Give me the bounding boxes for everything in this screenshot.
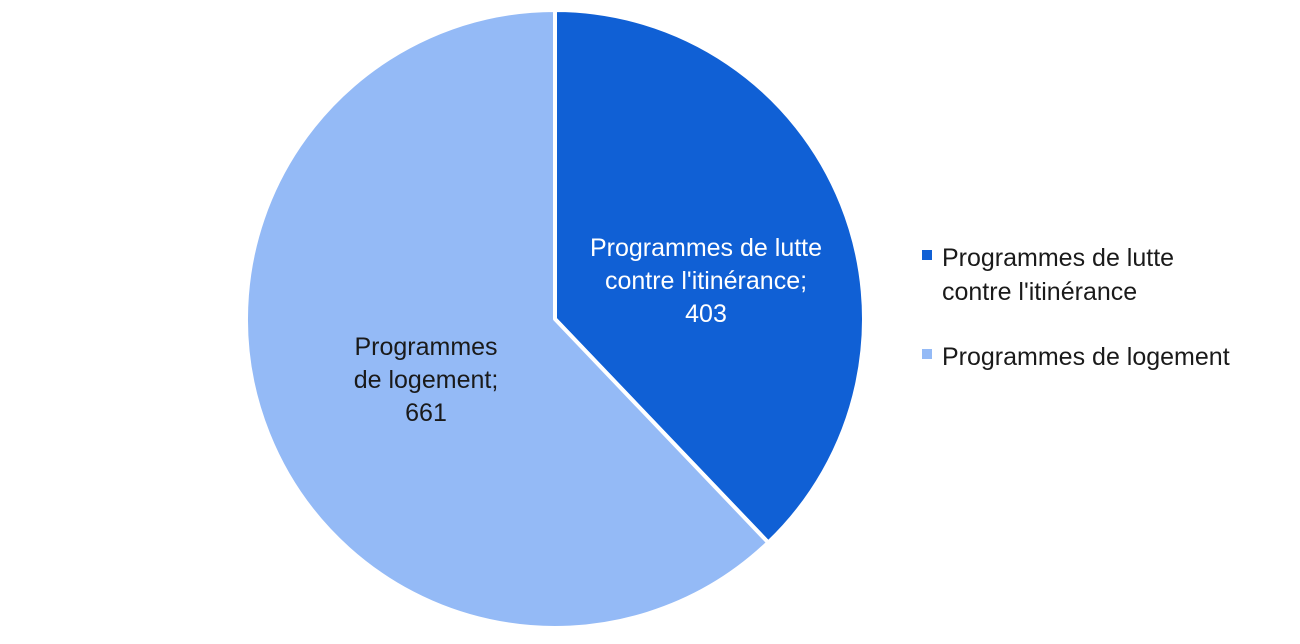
pie-slice-2 xyxy=(244,8,771,630)
slice-label-line: Programmes xyxy=(354,333,497,361)
legend-swatch xyxy=(922,250,932,260)
slice-label-line: de logement; xyxy=(354,366,499,394)
slice-label-2: Programmes de logement; 661 xyxy=(354,333,499,427)
legend-item-2: Programmes de logement xyxy=(922,343,1230,371)
slice-label-line: 403 xyxy=(685,300,727,328)
slice-label-line: contre l'itinérance; xyxy=(605,267,807,295)
slice-label-line: Programmes de lutte xyxy=(590,234,822,262)
legend-item-1: Programmes de lutte contre l'itinérance xyxy=(922,244,1174,306)
slice-label-1: Programmes de lutte contre l'itinérance; 4… xyxy=(590,234,822,328)
slice-label-line: 661 xyxy=(405,399,447,427)
pie-slice-1 xyxy=(553,8,866,545)
legend-label-line: Programmes de logement xyxy=(942,343,1230,371)
legend-label: Programmes de lutte contre l'itinérance xyxy=(942,244,1174,306)
legend-swatch xyxy=(922,349,932,359)
legend-label-line: contre l'itinérance xyxy=(942,278,1137,306)
legend-label-line: Programmes de lutte xyxy=(942,244,1174,272)
legend-label: Programmes de logement xyxy=(942,343,1230,371)
